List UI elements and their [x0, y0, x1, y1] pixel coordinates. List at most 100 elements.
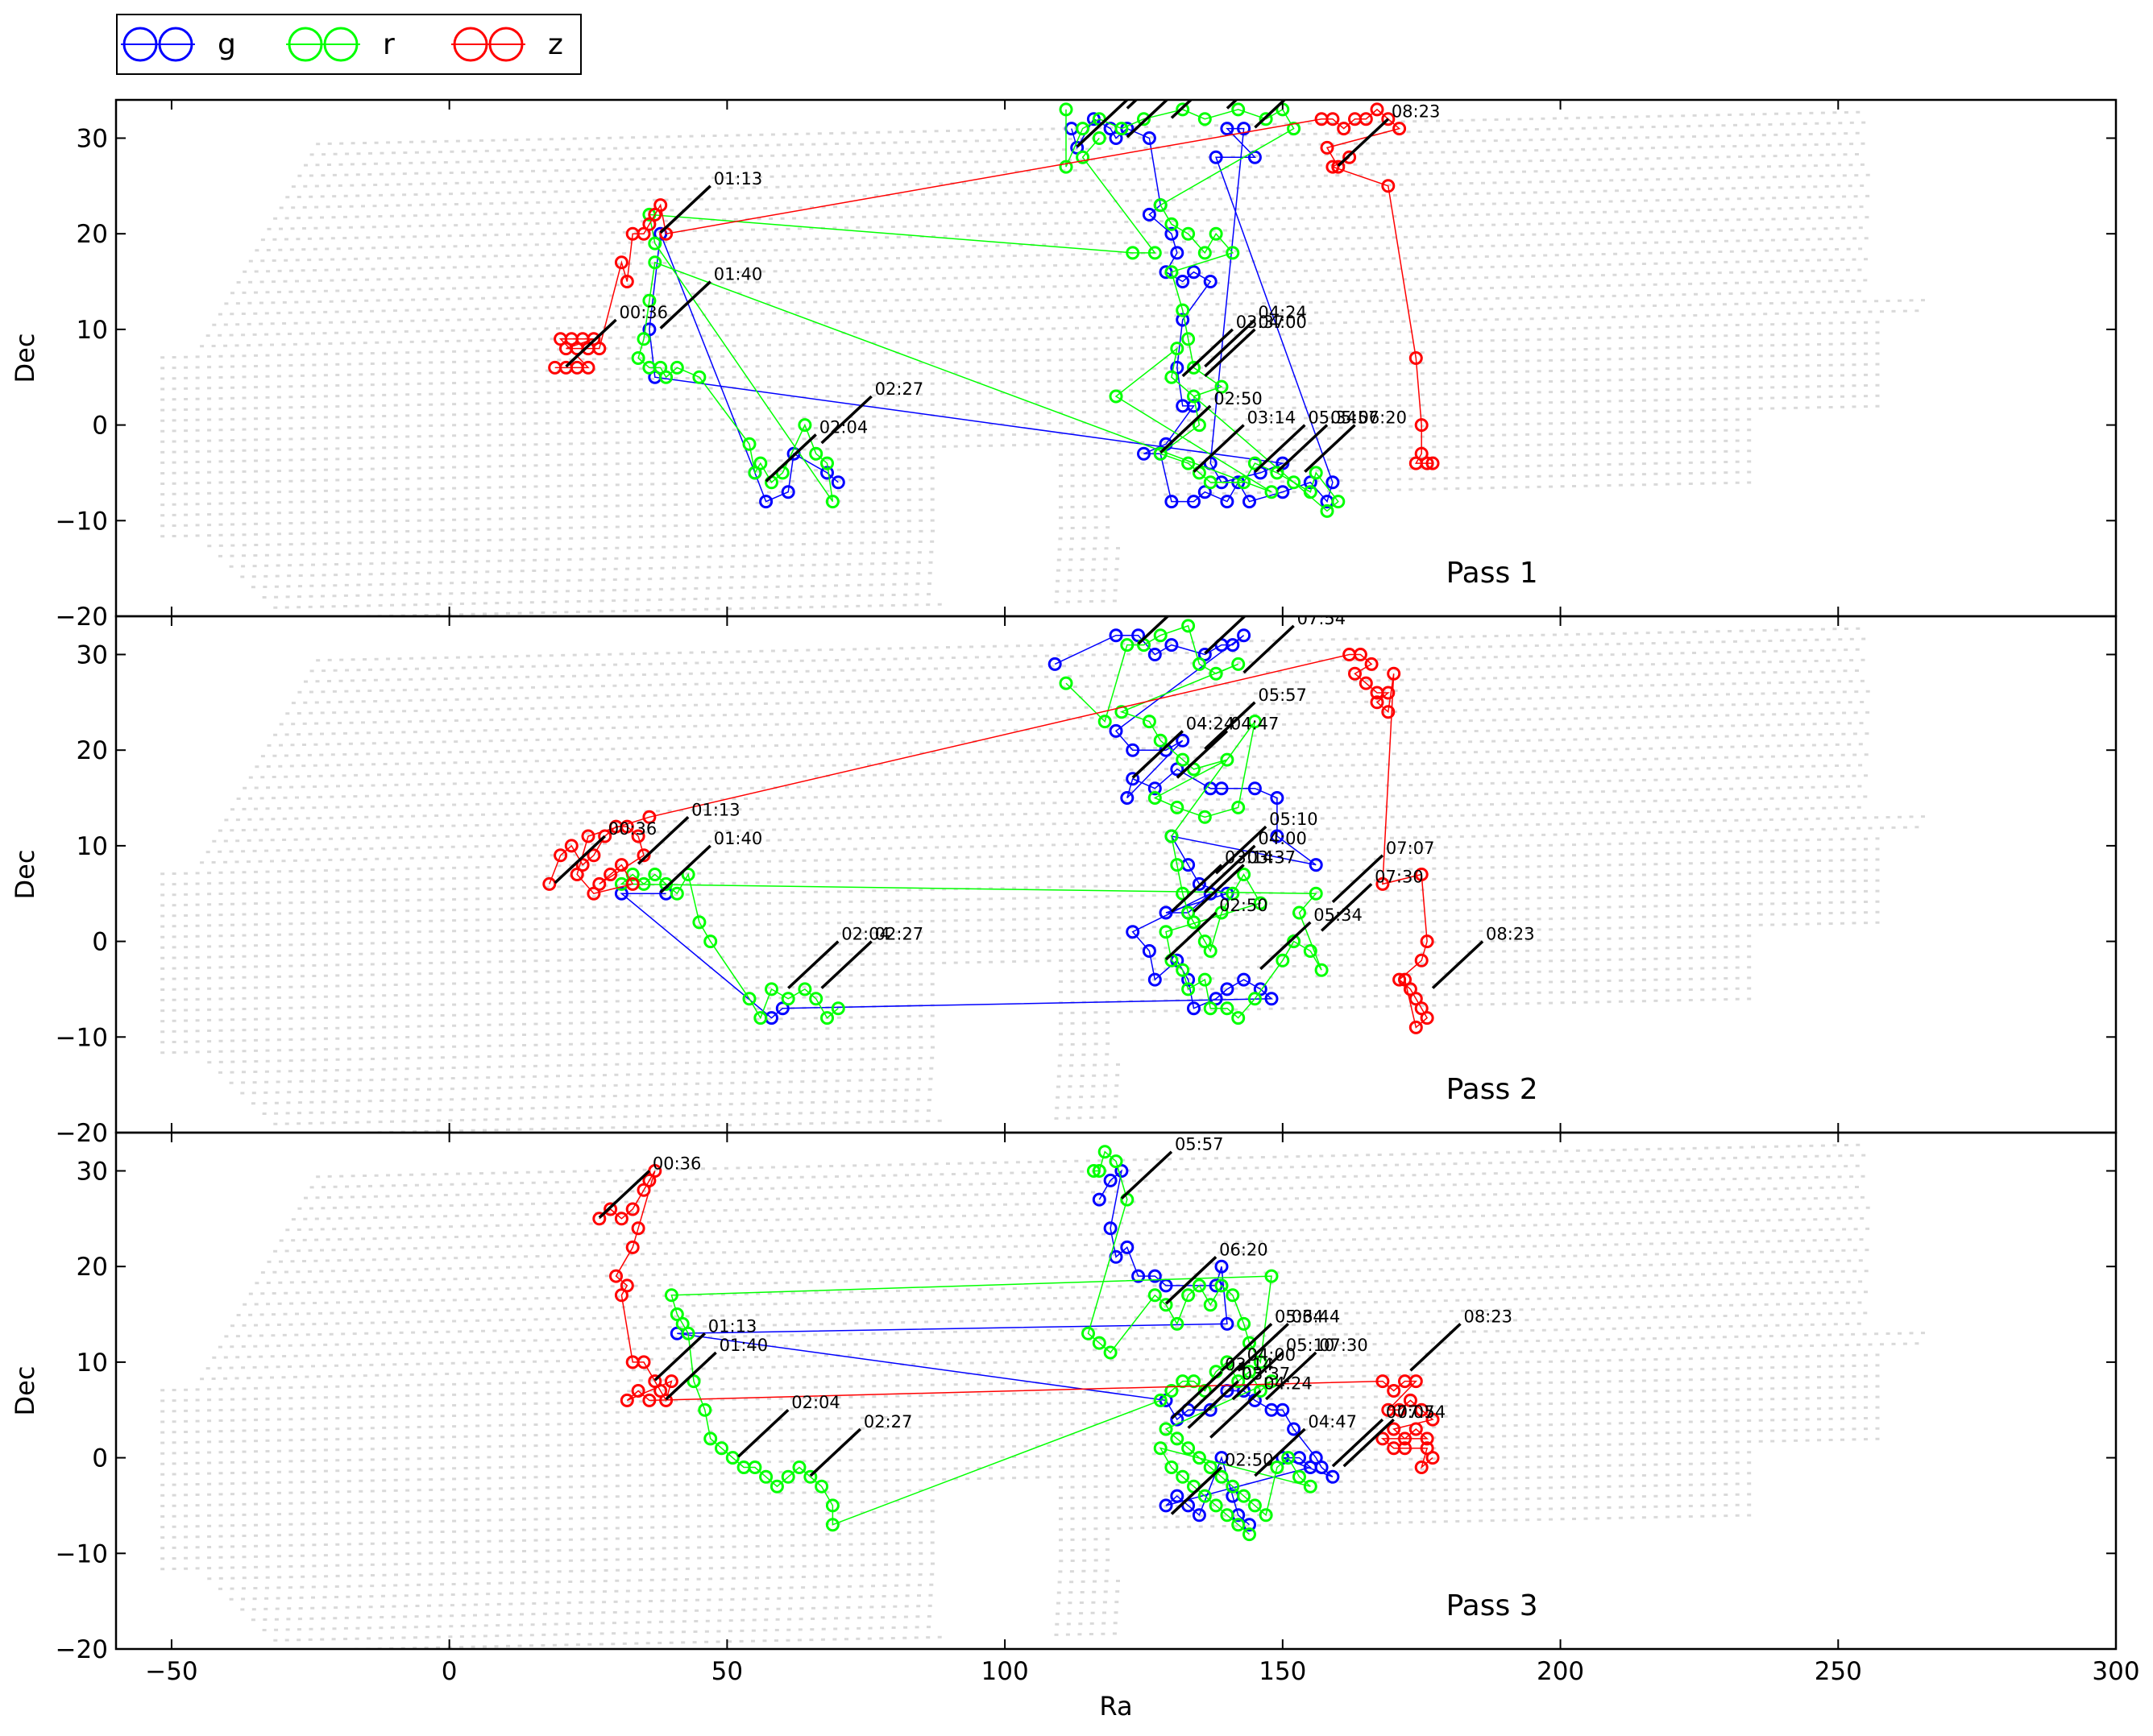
survey-footprint: [160, 110, 1925, 616]
data-point-r: [681, 1326, 695, 1340]
data-point-r: [781, 992, 795, 1006]
data-point-r: [1164, 217, 1179, 231]
data-point-z: [1414, 868, 1429, 881]
annotation-leader-line: [1137, 616, 1170, 645]
data-point-r: [1242, 1365, 1256, 1379]
annotation-leader-line: [1304, 424, 1356, 473]
data-point-r: [1059, 160, 1073, 174]
data-point-r: [648, 868, 662, 881]
time-annotation: 02:04: [765, 417, 868, 483]
legend-label: g: [218, 28, 236, 61]
data-point-r: [1231, 1518, 1246, 1532]
legend-marker: [122, 27, 158, 62]
annotation-leader-line: [820, 395, 873, 445]
time-annotation: 00:36: [554, 819, 657, 885]
data-point-r: [1176, 303, 1190, 317]
data-point-r: [742, 992, 757, 1006]
data-point-r: [1203, 1460, 1218, 1474]
data-point-g: [1164, 495, 1179, 509]
data-point-r: [1176, 102, 1190, 117]
annotation-time-label: 07:54: [1397, 1402, 1446, 1422]
data-point-z: [1392, 1402, 1407, 1417]
annotation-time-label: 08:23: [1392, 102, 1441, 122]
annotation-leader-line: [1254, 424, 1306, 473]
data-point-z: [570, 868, 584, 881]
data-point-r: [1197, 112, 1212, 126]
data-point-z: [664, 1374, 678, 1389]
time-annotation: 01:40: [659, 265, 762, 329]
data-point-r: [1147, 1288, 1162, 1303]
legend-label: z: [548, 28, 563, 61]
data-point-z: [1398, 1431, 1412, 1446]
data-point-r: [831, 1001, 845, 1016]
data-point-z: [1375, 1374, 1390, 1389]
data-point-r: [1103, 1345, 1118, 1360]
annotation-leader-line: [1170, 864, 1223, 913]
time-annotation: 02:27: [809, 1412, 912, 1477]
time-annotation: 01:13: [637, 800, 740, 865]
data-point-r: [659, 876, 674, 891]
data-point-z: [620, 275, 634, 288]
data-point-g: [1109, 723, 1123, 738]
panel-frame: [114, 1131, 2118, 1651]
series-line-z: [599, 1170, 1434, 1469]
annotation-time-label: 02:04: [791, 1393, 840, 1412]
data-point-r: [1331, 495, 1346, 509]
data-point-r: [1242, 1527, 1256, 1542]
data-point-z: [637, 848, 651, 863]
x-tick-label: 0: [442, 1657, 458, 1686]
data-point-z: [1337, 122, 1351, 136]
data-point-z: [1414, 1402, 1429, 1417]
data-point-r: [1203, 1001, 1218, 1016]
data-point-z: [1331, 160, 1346, 174]
annotation-time-label: 05:57: [1258, 686, 1307, 705]
legend-entry-g: g: [121, 27, 236, 62]
data-point-g: [1276, 1402, 1290, 1417]
time-annotation: 03:37: [1193, 848, 1296, 913]
data-point-z: [620, 1393, 634, 1407]
data-point-r: [681, 868, 695, 881]
data-point-g: [1092, 1192, 1106, 1207]
y-tick-label: 10: [77, 316, 108, 345]
data-point-z: [1398, 972, 1412, 987]
annotation-leader-line: [1204, 701, 1256, 751]
data-point-r: [1247, 715, 1262, 729]
data-point-r: [1287, 475, 1301, 490]
data-point-r: [1092, 1164, 1106, 1178]
data-point-r: [1181, 226, 1196, 241]
data-point-g: [1170, 1489, 1184, 1503]
data-point-r: [1309, 886, 1323, 901]
time-annotation: 03:37: [1181, 313, 1284, 378]
data-point-z: [625, 1240, 640, 1254]
y-tick-label: −10: [56, 507, 108, 536]
data-point-r: [1092, 1336, 1106, 1350]
data-point-r: [1170, 1431, 1184, 1446]
time-annotation: 07:54: [1342, 1402, 1446, 1468]
data-point-r: [1253, 1384, 1267, 1398]
data-point-z: [1414, 418, 1429, 433]
data-point-g: [1131, 1269, 1146, 1283]
annotation-leader-line: [809, 1427, 862, 1477]
data-point-r: [1214, 1469, 1229, 1484]
annotation-leader-line: [1176, 730, 1229, 779]
time-annotation: 06:20: [1164, 1240, 1268, 1305]
time-annotation: 04:00: [1204, 313, 1307, 378]
annotation-leader-line: [1193, 424, 1245, 473]
time-annotation: 05:10: [1231, 1336, 1334, 1401]
panel-3: 00:3601:1301:4002:0402:2702:5003:1403:37…: [10, 1131, 2118, 1664]
time-annotation: 07:30: [1320, 867, 1424, 932]
data-point-r: [1203, 944, 1218, 958]
data-point-g: [1214, 1259, 1229, 1274]
data-point-r: [1097, 715, 1112, 729]
annotation-leader-line: [1265, 1351, 1317, 1401]
data-point-r: [1153, 1393, 1168, 1407]
data-point-z: [1375, 1431, 1390, 1446]
annotation-time-label: 02:27: [875, 925, 924, 944]
data-point-r: [792, 1460, 807, 1474]
annotation-leader-line: [765, 433, 817, 483]
series-line-z: [554, 108, 1433, 464]
data-point-g: [1170, 246, 1184, 260]
annotation-leader-line: [1254, 1427, 1306, 1477]
legend-marker: [288, 27, 323, 62]
